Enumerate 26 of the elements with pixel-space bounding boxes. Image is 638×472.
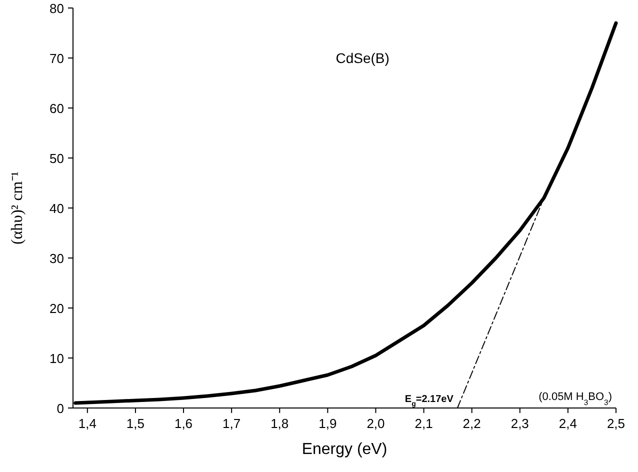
x-tick-label: 2,1 [414,416,433,431]
y-tick-label: 20 [50,301,64,316]
annotation: E$_{g}$=2.17eV [404,394,454,408]
annotation: CdSe(B) [336,50,390,66]
x-tick-label: 1,4 [78,416,96,431]
y-tick-label: 10 [50,351,64,366]
x-tick-label: 2,2 [462,416,481,431]
x-tick-label: 2,3 [510,416,529,431]
x-tick-label: 1,8 [270,416,289,431]
x-tick-label: 1,7 [222,416,241,431]
x-tick-label: 1,5 [126,416,145,431]
y-tick-label: 0 [56,401,64,416]
x-axis-title: Energy (eV) [302,441,388,458]
y-tick-label: 60 [50,101,64,116]
annotation: (0.05M H$_{3}$BO$_{3}$) [538,391,612,406]
y-tick-label: 40 [50,201,64,216]
y-tick-label: 30 [50,251,64,266]
y-axis-title: (αhυ)² cm⁻¹ [9,171,26,245]
x-tick-label: 2,0 [366,416,385,431]
x-tick-label: 1,6 [174,416,193,431]
y-tick-label: 50 [50,151,64,166]
y-tick-label: 70 [50,51,64,66]
y-tick-label: 80 [50,1,64,16]
x-tick-label: 2,4 [558,416,577,431]
x-tick-label: 2,5 [606,416,626,431]
x-tick-label: 1,9 [318,416,337,431]
